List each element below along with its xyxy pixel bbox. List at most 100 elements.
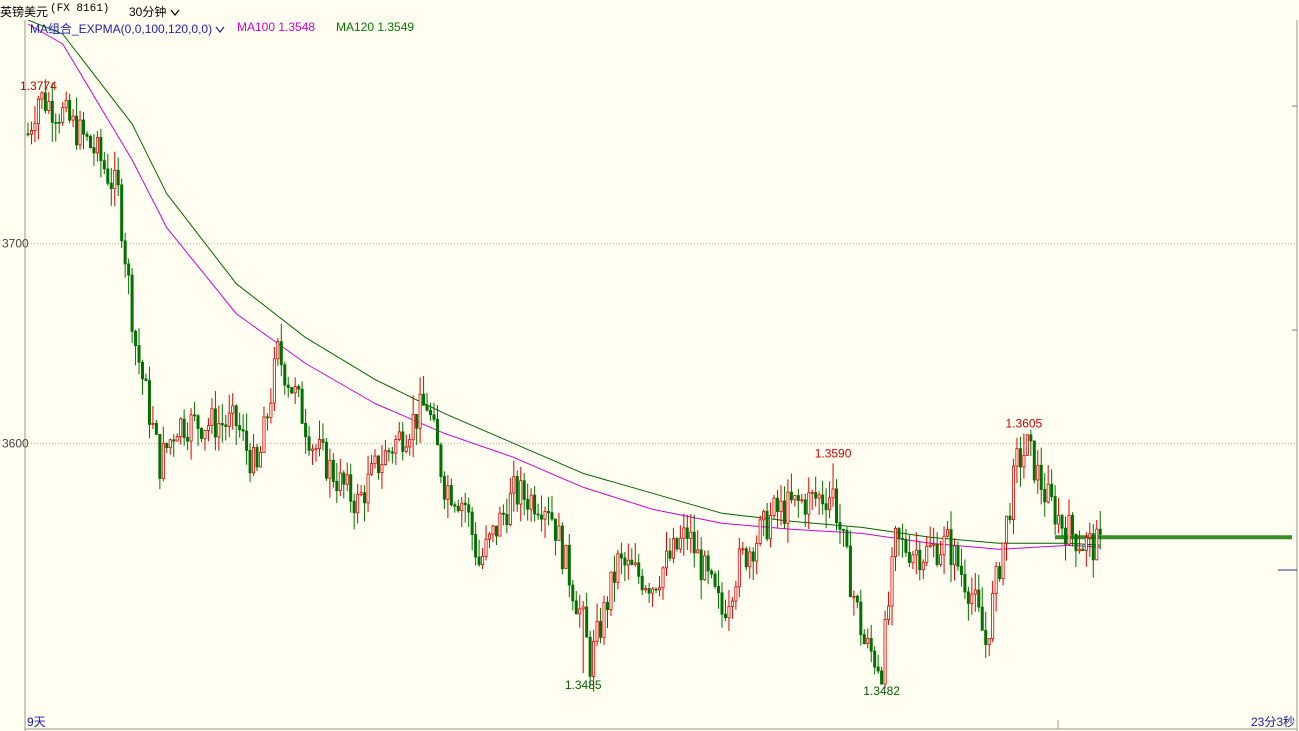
candle-body [769, 515, 773, 540]
candle-body [123, 240, 127, 265]
candle-body [904, 538, 908, 553]
ma100-legend: MA100 1.3548 [237, 20, 316, 34]
candle-body [1001, 542, 1005, 580]
candle-body [1039, 464, 1043, 490]
candle-body [494, 525, 498, 537]
candle-body [446, 485, 450, 500]
candle-body [529, 494, 533, 510]
symbol-name[interactable]: 英镑美元 [0, 5, 49, 19]
candle-body [994, 566, 998, 594]
price-annotation: 1.3605 [1006, 416, 1043, 430]
candle-body [429, 409, 433, 416]
candle-body [991, 593, 995, 639]
candle-body [269, 402, 273, 418]
candle-body [380, 464, 384, 473]
candle-body [158, 433, 162, 479]
candle-body [786, 491, 790, 524]
candle-body [477, 556, 481, 566]
candle-body [203, 430, 207, 439]
indicator-selector[interactable]: MA组合_EXPMA(0,0,100,120,0,0) [30, 20, 225, 37]
candle-body [512, 476, 516, 494]
candle-body [706, 555, 710, 572]
candle-body [1095, 528, 1099, 561]
candle-body [956, 545, 960, 567]
candle-body [373, 455, 377, 465]
candle-body [213, 408, 217, 438]
candle-body [328, 459, 332, 479]
candle-body [1057, 515, 1061, 525]
candle-body [557, 525, 561, 541]
candle-body [217, 423, 221, 438]
candle-body [1029, 434, 1033, 442]
candle-body [717, 586, 721, 594]
candle-body [116, 169, 120, 186]
candle-body [897, 527, 901, 539]
candle-body [918, 549, 922, 571]
candle-body [890, 556, 894, 607]
candle-body [550, 512, 554, 520]
candle-body [248, 450, 252, 474]
candle-body [911, 554, 915, 563]
candle-body [699, 549, 703, 581]
candle-body [741, 548, 745, 551]
period-selector[interactable]: 30分钟 [129, 3, 180, 20]
candle-body [26, 133, 30, 136]
candle-body [894, 527, 898, 558]
countdown-label: 23分3秒 [1250, 715, 1295, 729]
candle-body [474, 534, 478, 558]
candle-body [311, 448, 315, 451]
candle-body [796, 495, 800, 501]
candle-body [338, 472, 342, 492]
candle-body [1091, 533, 1095, 561]
chevron-down-icon [215, 26, 225, 33]
candle-body [932, 543, 936, 546]
candle-body [366, 473, 370, 504]
candle-body [720, 592, 724, 615]
y-tick-label: 3600 [2, 436, 29, 450]
candle-body [734, 586, 738, 602]
candle-body [484, 538, 488, 557]
candle-body [283, 364, 287, 386]
candle-body [1032, 440, 1036, 481]
candle-body [963, 574, 967, 593]
candle-body [789, 491, 793, 501]
candle-body [952, 545, 956, 566]
candle-body [713, 573, 717, 587]
candle-body [602, 602, 606, 638]
candle-body [498, 512, 502, 537]
candle-body [866, 637, 870, 644]
candle-body [869, 637, 873, 652]
candle-body [154, 422, 158, 435]
candle-body [592, 640, 596, 677]
candle-body [356, 494, 360, 514]
candle-body [272, 358, 276, 404]
candle-body [887, 605, 891, 620]
candle-body [644, 588, 648, 591]
candle-body [831, 488, 835, 499]
candle-body [540, 514, 544, 520]
candle-body [196, 415, 200, 429]
ma120-line [27, 19, 1101, 546]
candle-body [109, 182, 113, 190]
candle-body [779, 500, 783, 512]
candle-body [803, 499, 807, 515]
candle-body [765, 510, 769, 540]
candle-body [828, 497, 832, 511]
candle-body [168, 439, 172, 449]
candle-body [1088, 533, 1092, 539]
candle-body [363, 492, 367, 504]
candle-body [560, 525, 564, 569]
candle-body [727, 605, 731, 619]
time-span-label: 9天 [27, 715, 46, 729]
title-bar: 英镑美元 (FX 8161) 30分钟 [0, 0, 1299, 20]
candle-body [758, 519, 762, 544]
ma120-legend: MA120 1.3549 [336, 20, 415, 34]
symbol-code: (FX 8161) [50, 3, 110, 15]
candle-body [505, 514, 509, 526]
candle-body [435, 418, 439, 446]
candle-body [390, 451, 394, 454]
candle-body [588, 636, 592, 677]
candle-body [841, 528, 845, 531]
candle-body [793, 495, 797, 501]
